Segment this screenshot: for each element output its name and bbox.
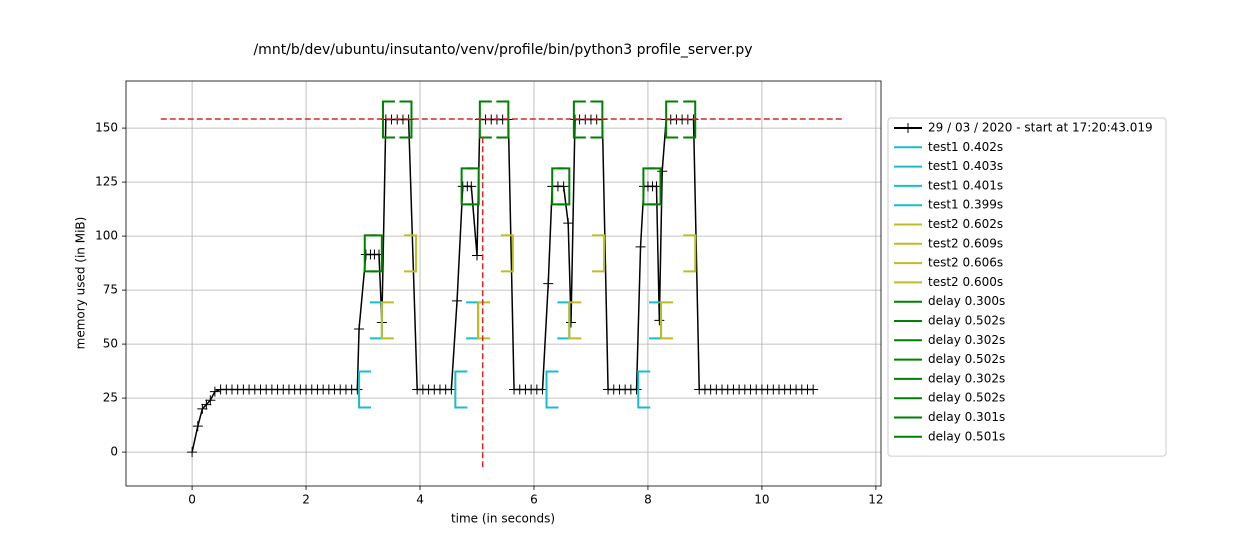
point-marker (187, 447, 198, 458)
function-bracket (454, 370, 468, 409)
function-bracket (557, 301, 571, 340)
y-tick-label: 0 (110, 445, 118, 459)
function-bracket (545, 370, 559, 409)
point-marker (197, 403, 208, 414)
y-tick-label: 100 (95, 229, 118, 243)
legend-label: test2 0.606s (928, 256, 1003, 270)
x-tick-label: 4 (416, 493, 424, 507)
function-bracket (592, 234, 606, 273)
point-marker (558, 181, 569, 192)
point-marker (657, 166, 668, 177)
function-bracket (380, 301, 394, 340)
point-marker (631, 384, 642, 395)
x-tick-label: 8 (644, 493, 652, 507)
plot-frame (125, 80, 882, 487)
chart-title: /mnt/b/dev/ubuntu/insutanto/venv/profile… (253, 42, 752, 58)
x-tick-label: 6 (530, 493, 538, 507)
point-marker (654, 315, 665, 326)
x-tick-label: 2 (302, 493, 310, 507)
function-bracket (381, 100, 395, 139)
legend-label: delay 0.502s (928, 314, 1005, 328)
y-axis-label: memory used (in MiB) (74, 217, 88, 350)
function-bracket (477, 301, 491, 340)
x-tick-label: 0 (188, 493, 196, 507)
point-marker (354, 323, 365, 334)
function-bracket (648, 167, 662, 206)
legend-label: delay 0.302s (928, 333, 1005, 347)
point-marker (452, 295, 463, 306)
point-marker (209, 386, 220, 397)
legend-label: test1 0.401s (928, 178, 1003, 192)
function-bracket (466, 301, 480, 340)
y-tick-label: 75 (103, 283, 118, 297)
point-marker (466, 181, 477, 192)
legend-label: test2 0.600s (928, 275, 1003, 289)
y-tick-label: 50 (103, 337, 118, 351)
legend-label: delay 0.302s (928, 371, 1005, 385)
point-marker (543, 278, 554, 289)
point-marker (201, 399, 212, 410)
point-marker (352, 384, 363, 395)
function-bracket (369, 234, 383, 273)
function-bracket (500, 234, 514, 273)
function-bracket (404, 234, 418, 273)
legend-label: test1 0.399s (928, 198, 1003, 212)
function-bracket (399, 100, 413, 139)
point-marker (192, 421, 203, 432)
function-bracket (557, 167, 571, 206)
legend-label: delay 0.501s (928, 429, 1005, 443)
x-tick-label: 10 (754, 493, 769, 507)
legend-marker (903, 123, 913, 133)
legend-label: test2 0.602s (928, 217, 1003, 231)
memory-line (191, 118, 814, 453)
x-tick-label: 12 (868, 493, 883, 507)
function-bracket (358, 370, 372, 409)
point-marker (808, 384, 819, 395)
y-tick-label: 25 (103, 391, 118, 405)
y-tick-label: 150 (95, 121, 118, 135)
function-bracket (683, 234, 697, 273)
legend-label: test2 0.609s (928, 236, 1003, 250)
y-tick-label: 125 (95, 175, 118, 189)
function-bracket (369, 301, 383, 340)
function-bracket (568, 301, 582, 340)
x-axis-label: time (in seconds) (451, 512, 555, 526)
legend-label: delay 0.301s (928, 410, 1005, 424)
function-bracket (660, 301, 674, 340)
point-marker (205, 395, 216, 406)
function-bracket (466, 167, 480, 206)
point-marker (635, 241, 646, 252)
legend-label: 29 / 03 / 2020 - start at 17:20:43.019 (928, 121, 1153, 135)
point-marker (566, 317, 577, 328)
legend-label: delay 0.502s (928, 352, 1005, 366)
legend-label: delay 0.502s (928, 391, 1005, 405)
legend-box (887, 117, 1167, 457)
function-bracket (572, 100, 586, 139)
legend-label: test1 0.402s (928, 140, 1003, 154)
legend-label: test1 0.403s (928, 159, 1003, 173)
point-marker (563, 218, 574, 229)
point-marker (472, 250, 483, 261)
function-bracket (637, 370, 651, 409)
legend-label: delay 0.300s (928, 294, 1005, 308)
